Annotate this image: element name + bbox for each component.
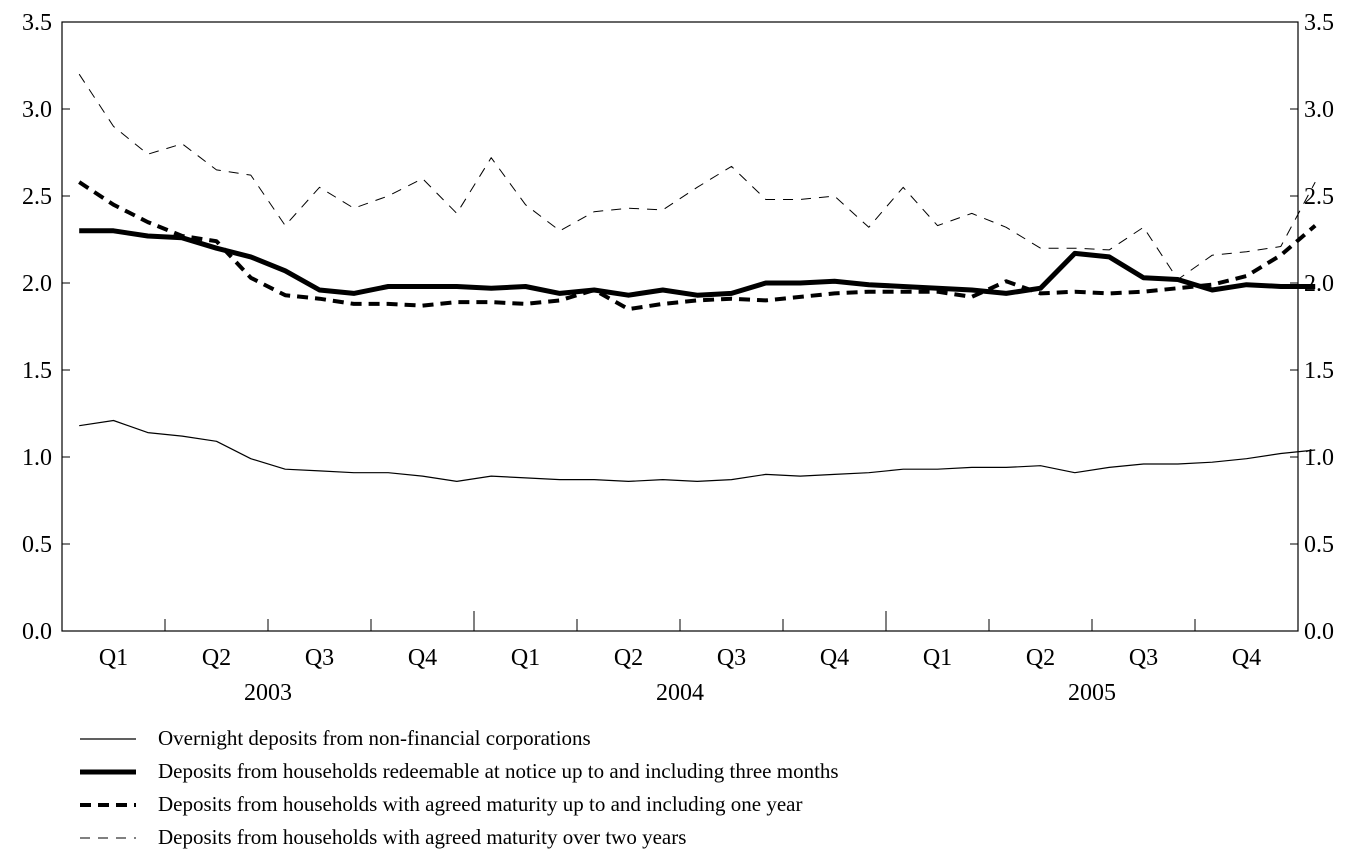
axes [61,21,1299,632]
y-tick-label-left: 1.0 [22,445,52,471]
legend-swatch-thick-dashed [80,802,136,807]
legend-label: Deposits from households with agreed mat… [158,825,687,849]
x-quarter-label: Q4 [408,645,437,671]
x-quarter-label: Q1 [99,645,128,671]
y-axis-labels: 0.0 0.00.5 0.51.0 1.01.5 1.52.0 2.02.5 2.53.0 3… [22,10,1334,645]
y-tick-label-left: 0.0 [22,619,52,645]
x-quarter-label: Q4 [820,645,849,671]
series-line-thin-solid [79,419,1316,482]
y-tick-label-left: 2.5 [22,184,52,210]
y-tick-label-right: 0.0 [1304,619,1334,645]
y-tick-label-right: 0.5 [1304,532,1334,558]
x-quarter-label: Q2 [1026,645,1055,671]
y-tick-label-right: 2.5 [1304,184,1334,210]
x-quarter-label: Q1 [511,645,540,671]
x-axis-labels: Q1 Q2 Q3 Q4 Q1 Q2 Q3 Q4 Q1 Q2 Q3 Q4 2003 2004 2005 [99,645,1261,706]
legend: Overnight deposits from non-financial co… [80,722,1080,854]
y-tick-label-right: 3.5 [1304,10,1334,36]
legend-swatch-thick-solid [80,769,136,774]
x-quarter-label: Q2 [614,645,643,671]
y-tick-label-left: 2.0 [22,271,52,297]
legend-swatch-thin-solid [80,737,136,740]
x-quarter-label: Q4 [1232,645,1261,671]
x-quarter-label: Q3 [305,645,334,671]
x-quarter-label: Q3 [1129,645,1158,671]
legend-label: Deposits from households with agreed mat… [158,792,803,816]
x-year-label: 2004 [656,680,704,706]
y-tick-label-right: 1.5 [1304,358,1334,384]
plot-frame [61,21,1299,632]
legend-item: Deposits from households redeemable at n… [80,755,1080,788]
y-tick-label-left: 3.0 [22,97,52,123]
y-tick-label-left: 3.5 [22,10,52,36]
y-tick-label-right: 3.0 [1304,97,1334,123]
legend-item: Deposits from households with agreed mat… [80,788,1080,821]
legend-label: Deposits from households redeemable at n… [158,759,839,783]
x-quarter-label: Q1 [923,645,952,671]
legend-item: Overnight deposits from non-financial co… [80,722,1080,755]
x-year-label: 2003 [244,680,292,706]
legend-swatch-thin-dashed [80,837,136,838]
series-line-thin-dashed [78,73,1316,280]
x-quarter-label: Q3 [717,645,746,671]
x-year-label: 2005 [1068,680,1116,706]
y-tick-label-left: 0.5 [22,532,52,558]
legend-label: Overnight deposits from non-financial co… [158,726,591,750]
series-lines [78,73,1317,482]
legend-item: Deposits from households with agreed mat… [80,821,1080,854]
y-tick-label-left: 1.5 [22,358,52,384]
y-tick-label-right: 1.0 [1304,445,1334,471]
series-line-thick-solid [79,228,1316,298]
x-quarter-label: Q2 [202,645,231,671]
line-chart: 0.0 0.00.5 0.51.0 1.01.5 1.52.0 2.02.5 2.53.0 3… [22,10,1334,706]
series-line-thick-dashed [78,180,1317,312]
